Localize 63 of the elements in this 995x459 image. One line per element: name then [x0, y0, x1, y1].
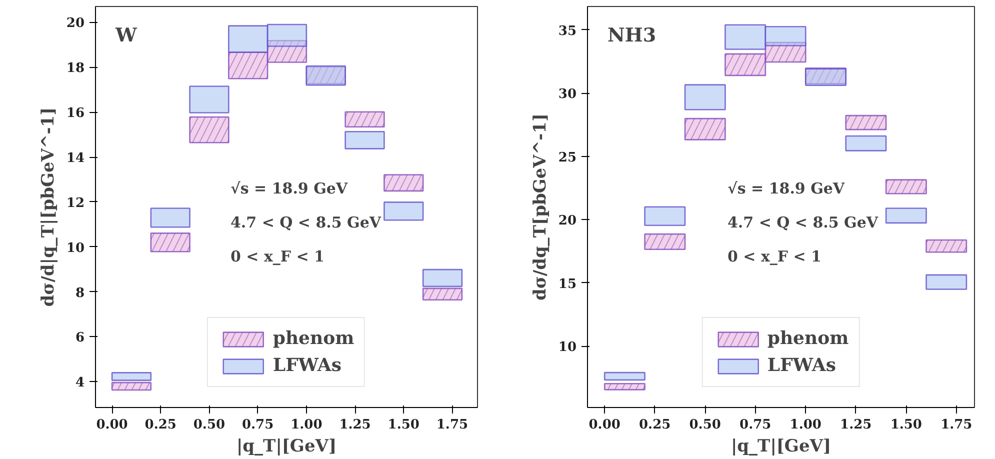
x-tick-label: 0.25: [144, 418, 176, 432]
x-tick-label: 0.00: [588, 418, 620, 432]
bar: [266, 24, 308, 47]
x-tick-label: 0.00: [96, 418, 128, 432]
annotation: 4.7 < Q < 8.5 GeV: [230, 214, 382, 232]
annotation: 4.7 < Q < 8.5 GeV: [728, 214, 878, 232]
bar: [845, 135, 887, 152]
x-tick-label: 1.75: [940, 418, 972, 432]
text: NH3: [608, 24, 656, 46]
annotation: √s = 18.9 GeV: [230, 180, 348, 198]
x-tick-label: 0.50: [689, 418, 721, 432]
x-tick-label: 1.25: [840, 418, 872, 432]
bar: [885, 208, 927, 224]
y-tick-label: 16: [66, 106, 85, 122]
y-tick-label: 25: [558, 150, 577, 166]
legend-label: phenom: [272, 328, 354, 349]
bar: [724, 24, 766, 50]
y-tick-label: 35: [558, 24, 577, 39]
x-tick-label: 1.50: [890, 418, 922, 432]
legend-label: LFWAs: [767, 355, 836, 376]
y-axis-title: dσ/dq_T[pbGeV^-1]: [530, 113, 550, 301]
x-tick-label: 1.00: [790, 418, 822, 432]
x-tick-label: 0.75: [242, 418, 274, 432]
y-tick-label: 30: [558, 87, 577, 102]
bar: [764, 26, 806, 46]
x-tick-label: 0.25: [639, 418, 671, 432]
y-tick-label: 14: [66, 151, 85, 166]
bar: [111, 372, 152, 381]
y-tick-label: 4: [75, 376, 84, 391]
x-tick-label: 1.75: [436, 418, 468, 432]
y-tick-label: 15: [558, 276, 577, 292]
y-tick-label: 20: [558, 214, 577, 229]
bar: [926, 274, 968, 290]
x-tick-label: 0.75: [740, 418, 772, 432]
y-tick-label: 20: [66, 16, 85, 32]
x-tick-label: 1.50: [388, 418, 420, 432]
x-axis-title: |q_T|[GeV]: [730, 436, 832, 456]
bar: [384, 202, 424, 221]
y-axis-title: dσ/d|q_T|[pbGeV^-1]: [38, 107, 58, 307]
bar: [644, 206, 686, 226]
bar: [228, 25, 268, 53]
annotation: √s = 18.9 GeV: [728, 180, 845, 198]
y-tick-label: 10: [558, 340, 577, 356]
annotation: 0 < x_F < 1: [728, 248, 822, 266]
y-tick-label: 10: [66, 240, 85, 256]
x-tick-label: 1.00: [290, 418, 322, 432]
y-tick-label: 6: [75, 330, 84, 346]
bar: [422, 268, 463, 288]
bar: [344, 130, 385, 150]
text: W: [114, 24, 138, 46]
bar: [684, 84, 726, 110]
bar: [150, 208, 190, 228]
y-tick-label: 8: [75, 286, 84, 301]
y-tick-label: 12: [66, 196, 85, 211]
x-tick-label: 0.50: [193, 418, 226, 432]
bar: [604, 372, 646, 381]
annotation: 0 < x_F < 1: [230, 248, 324, 266]
legend-label: phenom: [767, 328, 849, 349]
x-tick-label: 1.25: [339, 418, 371, 432]
x-axis-title: |q_T|[GeV]: [236, 436, 337, 456]
bar: [189, 86, 230, 114]
legend-label: LFWAs: [272, 355, 342, 376]
y-tick-label: 18: [66, 61, 85, 76]
